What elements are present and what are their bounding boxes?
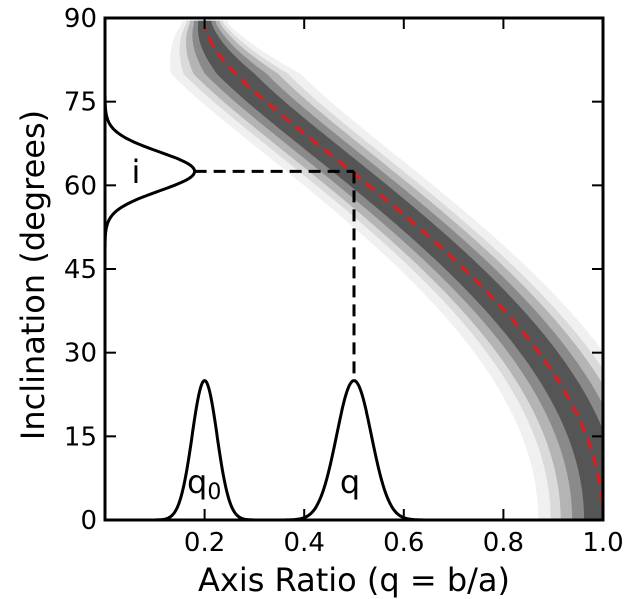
probability-band-5	[197, 20, 603, 520]
y-tick-label: 90	[64, 4, 97, 34]
y-tick-label: 75	[64, 88, 97, 118]
q-pdf-label: q	[340, 463, 360, 501]
probability-bands	[170, 20, 603, 520]
x-tick-label: 0.2	[184, 528, 225, 558]
x-tick-label: 0.8	[483, 528, 524, 558]
y-tick-label: 0	[80, 506, 97, 536]
x-tick-label: 0.6	[383, 528, 424, 558]
q0-pdf-label-main: q	[187, 463, 207, 501]
y-tick-label: 15	[64, 422, 97, 452]
annotations: i q0 q	[132, 153, 361, 505]
x-tick-label: 0.4	[284, 528, 325, 558]
x-axis-title: Axis Ratio (q = b/a)	[198, 561, 510, 599]
y-tick-label: 30	[64, 339, 97, 369]
x-tick-label: 1.0	[582, 528, 623, 558]
q0-pdf-label-sub: 0	[207, 480, 221, 505]
inclination-pdf-curve	[105, 73, 197, 269]
probability-band-4	[192, 20, 603, 520]
q0-pdf-label: q0	[187, 463, 221, 505]
inclination-pdf-label: i	[132, 153, 141, 191]
y-axis-title: Inclination (degrees)	[14, 110, 52, 440]
axis-ticks: 0.2 0.4 0.6 0.8 1.0 0 15 30 45 60 75 90	[64, 4, 624, 558]
y-tick-label: 45	[64, 255, 97, 285]
y-tick-label: 60	[64, 171, 97, 201]
